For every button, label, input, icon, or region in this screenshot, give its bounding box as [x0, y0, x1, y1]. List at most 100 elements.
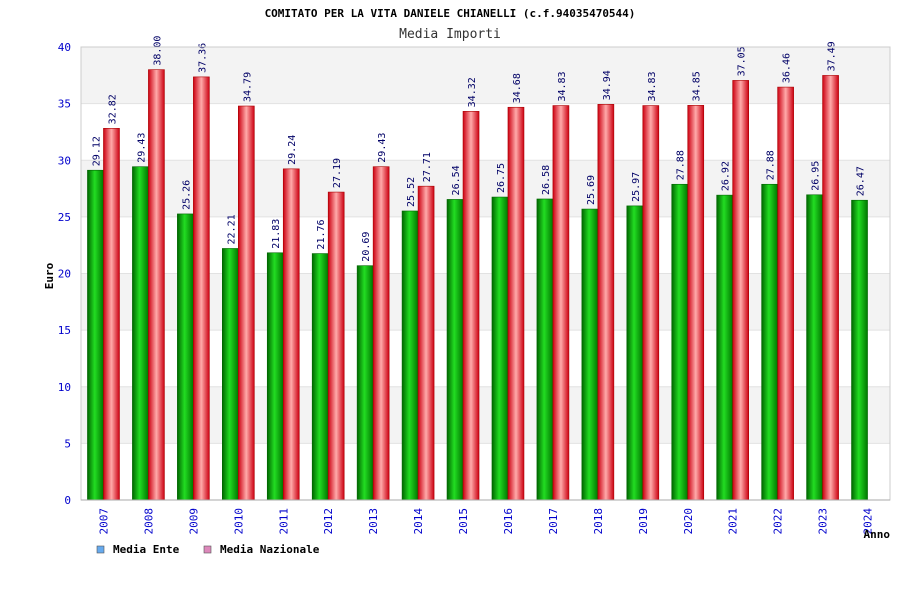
x-tick-label: 2018 [592, 508, 605, 535]
bar-media-ente [446, 199, 464, 501]
data-label: 26.75 [496, 163, 507, 193]
bar-media-nazionale [193, 76, 210, 501]
bar-media-ente [266, 252, 284, 501]
bar-media-nazionale [597, 104, 615, 501]
bar-media-nazionale [507, 106, 525, 501]
legend-swatch-media-nazionale [203, 545, 212, 554]
bar-media-nazionale [148, 69, 165, 501]
x-tick-label: 2024 [862, 508, 875, 535]
plot-band [81, 160, 890, 217]
data-label: 34.94 [602, 70, 613, 100]
bar-media-nazionale [282, 168, 300, 501]
x-tick-label: 2009 [187, 508, 200, 535]
data-label: 37.49 [827, 41, 838, 71]
y-tick-label: 30 [58, 154, 71, 167]
bar-media-ente [401, 210, 419, 501]
data-label: 34.83 [647, 71, 658, 101]
data-label: 26.95 [811, 161, 822, 191]
x-tick-label: 2013 [367, 508, 380, 535]
bar-media-ente [716, 194, 733, 501]
data-label: 34.32 [467, 77, 478, 107]
data-label: 21.76 [316, 219, 327, 249]
data-label: 29.12 [91, 136, 102, 166]
bar-media-ente [851, 199, 868, 501]
bar-media-nazionale [777, 86, 794, 501]
bar-media-nazionale [822, 75, 839, 501]
x-axis-label: Anno [864, 528, 891, 541]
bar-media-ente [806, 194, 823, 501]
data-label: 26.92 [721, 161, 732, 191]
x-tick-label: 2012 [322, 508, 335, 535]
y-tick-label: 35 [58, 98, 71, 111]
data-label: 27.88 [766, 150, 777, 180]
bar-media-ente [356, 265, 374, 501]
y-tick-label: 0 [64, 494, 71, 507]
bar-media-nazionale [462, 111, 480, 501]
bar-media-ente [761, 183, 778, 501]
bar-media-nazionale [417, 185, 435, 501]
x-tick-label: 2010 [232, 508, 245, 535]
plot-band [81, 103, 890, 161]
data-label: 25.69 [586, 175, 597, 205]
bar-media-ente [581, 208, 599, 501]
y-tick-label: 5 [64, 437, 71, 450]
bar-media-nazionale [372, 166, 390, 501]
data-label: 26.58 [541, 165, 552, 195]
chart-title: COMITATO PER LA VITA DANIELE CHIANELLI (… [265, 7, 636, 20]
x-tick-label: 2020 [682, 508, 695, 535]
bar-media-nazionale [642, 105, 660, 501]
bar-media-nazionale [103, 128, 120, 501]
plot-bands [81, 47, 890, 500]
data-label: 20.69 [361, 232, 372, 262]
bar-media-nazionale [732, 80, 749, 501]
y-tick-label: 10 [58, 381, 71, 394]
data-label: 29.43 [377, 133, 388, 163]
data-label: 38.00 [152, 36, 163, 66]
x-tick-label: 2015 [457, 508, 470, 535]
data-label: 37.36 [197, 43, 208, 73]
x-tick-label: 2019 [637, 508, 650, 535]
plot-band [81, 330, 890, 387]
x-tick-label: 2011 [277, 508, 290, 535]
bar-media-ente [177, 213, 194, 501]
x-tick-label: 2016 [502, 508, 515, 535]
axes-layer: 0 5 10 15 20 25 30 35 40 2007 2008 2009 2010 2011 2012… [58, 41, 891, 535]
plot-band [81, 273, 890, 331]
bar-media-nazionale [687, 105, 705, 501]
value-labels-layer: 29.12 32.82 29.43 38.00 25.26 37.36 22.21 34.79… [91, 36, 866, 262]
y-tick-label: 15 [58, 324, 71, 337]
legend-label-media-ente: Media Ente [113, 543, 180, 556]
bar-media-nazionale [327, 191, 345, 501]
plot-band [81, 443, 890, 500]
data-label: 26.54 [451, 165, 462, 195]
legend-label-media-nazionale: Media Nazionale [220, 543, 320, 556]
bar-media-ente [87, 169, 104, 501]
data-label: 22.21 [226, 214, 237, 244]
bar-media-ente [222, 248, 239, 501]
bar-media-nazionale [238, 105, 255, 501]
data-label: 29.43 [136, 133, 147, 163]
plot-band [81, 386, 890, 444]
plot-band [81, 216, 890, 274]
bar-media-ente [132, 166, 149, 501]
y-axis-label: Euro [43, 262, 56, 289]
bar-media-ente [311, 253, 329, 501]
x-tick-label: 2017 [547, 508, 560, 535]
data-label: 27.19 [332, 158, 343, 188]
x-tick-label: 2022 [772, 508, 785, 535]
data-label: 25.52 [406, 177, 417, 207]
bar-media-ente [536, 198, 554, 501]
plot-band [81, 47, 890, 104]
data-label: 21.83 [271, 219, 282, 249]
data-label: 27.88 [676, 150, 687, 180]
data-label: 36.46 [782, 53, 793, 83]
bar-media-ente [626, 205, 644, 501]
data-label: 26.47 [856, 166, 867, 196]
x-tick-label: 2014 [412, 508, 425, 535]
x-tick-label: 2021 [727, 508, 740, 535]
data-label: 37.05 [737, 46, 748, 76]
data-label: 25.26 [181, 180, 192, 210]
data-label: 27.71 [422, 152, 433, 182]
